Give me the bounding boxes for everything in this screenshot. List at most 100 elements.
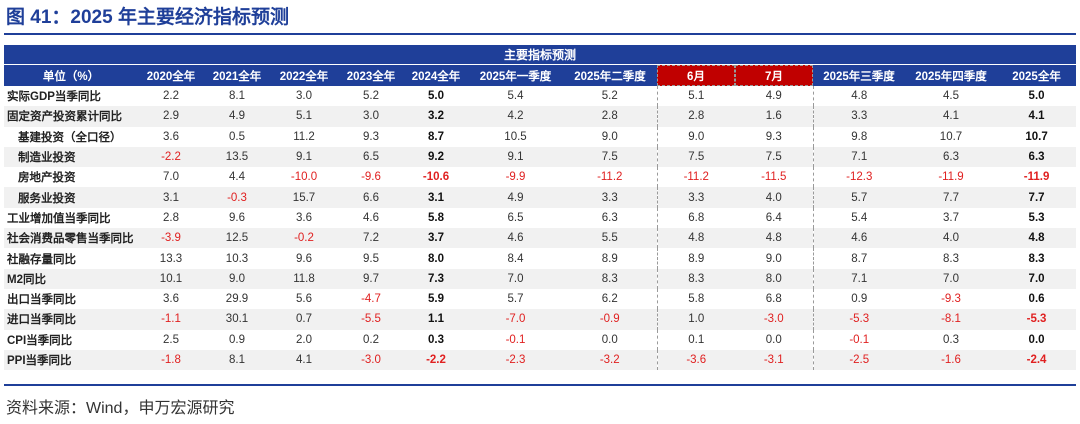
value-cell: 5.7 bbox=[468, 288, 563, 310]
column-header: 2025年一季度 bbox=[468, 64, 563, 86]
table-row: PPI当季同比 -1.8 8.1 4.1 -3.0 -2.2 -2.3 -3.2 -3.6 -3.… bbox=[4, 349, 1077, 371]
value-cell: 5.5 bbox=[563, 228, 657, 249]
column-header: 7月 bbox=[735, 64, 813, 86]
value-cell: 6.3 bbox=[997, 146, 1077, 168]
value-cell: 2.5 bbox=[138, 329, 204, 350]
value-cell: 10.5 bbox=[468, 126, 563, 147]
value-cell: 3.3 bbox=[563, 187, 657, 208]
value-cell: 5.2 bbox=[563, 86, 657, 107]
value-cell: 4.6 bbox=[338, 207, 404, 229]
value-cell: 6.3 bbox=[905, 146, 997, 168]
value-cell: -1.1 bbox=[138, 309, 204, 330]
title-rule bbox=[4, 33, 1076, 35]
column-header: 2024全年 bbox=[404, 64, 468, 86]
value-cell: 8.1 bbox=[204, 86, 270, 107]
value-cell: 4.6 bbox=[813, 228, 905, 249]
row-label: 出口当季同比 bbox=[4, 288, 138, 310]
value-cell: -11.9 bbox=[905, 167, 997, 188]
value-cell: 7.0 bbox=[997, 268, 1077, 289]
value-cell: 7.7 bbox=[997, 187, 1077, 208]
value-cell: 3.0 bbox=[338, 106, 404, 127]
column-header: 2025年二季度 bbox=[563, 64, 657, 86]
value-cell: 0.0 bbox=[563, 329, 657, 350]
value-cell: 5.2 bbox=[338, 86, 404, 107]
value-cell: 3.6 bbox=[138, 126, 204, 147]
value-cell: -2.3 bbox=[468, 349, 563, 371]
table-row: 房地产投资 7.0 4.4 -10.0 -9.6 -10.6 -9.9 -11.2 -11.2-… bbox=[4, 167, 1077, 188]
table-row: 服务业投资 3.1 -0.3 15.7 6.6 3.1 4.9 3.3 3.3 4.0 5.7 7.7… bbox=[4, 187, 1077, 208]
value-cell: -12.3 bbox=[813, 167, 905, 188]
value-cell: 9.6 bbox=[204, 207, 270, 229]
value-cell: 7.7 bbox=[905, 187, 997, 208]
value-cell: -3.0 bbox=[338, 349, 404, 371]
value-cell: 1.1 bbox=[404, 309, 468, 330]
table-row: 固定资产投资累计同比 2.9 4.9 5.1 3.0 3.2 4.2 2.8 2.8 1.6 3.3… bbox=[4, 106, 1077, 127]
value-cell: 2.0 bbox=[270, 329, 338, 350]
value-cell: 5.0 bbox=[404, 86, 468, 107]
table-row: 基建投资（全口径） 3.6 0.5 11.2 9.3 8.7 10.5 9.0 9.0 9.3 9.… bbox=[4, 126, 1077, 147]
value-cell: -7.0 bbox=[468, 309, 563, 330]
row-label: 社会消费品零售当季同比 bbox=[4, 228, 138, 249]
value-cell: -2.2 bbox=[404, 349, 468, 371]
value-cell: -11.5 bbox=[735, 167, 814, 188]
value-cell: 7.3 bbox=[404, 268, 468, 289]
value-cell: 13.3 bbox=[138, 248, 204, 269]
row-label: 房地产投资 bbox=[4, 167, 138, 188]
value-cell: -3.6 bbox=[656, 349, 735, 371]
value-cell: -0.3 bbox=[204, 187, 270, 208]
value-cell: -9.6 bbox=[338, 167, 404, 188]
value-cell: 8.3 bbox=[905, 248, 997, 269]
value-cell: 5.8 bbox=[404, 207, 468, 229]
value-cell: 9.5 bbox=[338, 248, 404, 269]
value-cell: 0.3 bbox=[404, 329, 468, 350]
figure-title: 图 41：2025 年主要经济指标预测 bbox=[6, 7, 289, 28]
value-cell: -0.2 bbox=[270, 228, 338, 249]
value-cell: 10.1 bbox=[138, 268, 204, 289]
value-cell: -0.1 bbox=[813, 329, 905, 350]
value-cell: 0.0 bbox=[997, 329, 1077, 350]
value-cell: 7.1 bbox=[813, 268, 905, 289]
value-cell: 4.9 bbox=[204, 106, 270, 127]
value-cell: 0.1 bbox=[656, 329, 735, 350]
forecast-table-wrapper: 主要指标预测 单位（%） 2020全年 2021全年 2022全年 2023全年 2024… bbox=[4, 45, 1077, 371]
value-cell: 5.3 bbox=[997, 207, 1077, 229]
value-cell: 10.7 bbox=[997, 126, 1077, 147]
value-cell: 4.9 bbox=[468, 187, 563, 208]
table-row: 实际GDP当季同比 2.2 8.1 3.0 5.2 5.0 5.4 5.2 5.1 4.9 4.8 4… bbox=[4, 86, 1077, 107]
value-cell: -3.1 bbox=[735, 349, 814, 371]
row-label: PPI当季同比 bbox=[4, 349, 138, 371]
table-row: 出口当季同比 3.6 29.9 5.6 -4.7 5.9 5.7 6.2 5.8 6.8 0.9 -9… bbox=[4, 288, 1077, 310]
value-cell: 4.0 bbox=[905, 228, 997, 249]
column-header: 2021全年 bbox=[204, 64, 270, 86]
value-cell: 9.0 bbox=[656, 126, 735, 147]
value-cell: -3.0 bbox=[735, 309, 814, 330]
row-label: 进口当季同比 bbox=[4, 309, 138, 330]
value-cell: 2.2 bbox=[138, 86, 204, 107]
value-cell: 3.7 bbox=[905, 207, 997, 229]
value-cell: 2.8 bbox=[138, 207, 204, 229]
value-cell: 4.2 bbox=[468, 106, 563, 127]
value-cell: 0.7 bbox=[270, 309, 338, 330]
value-cell: -1.8 bbox=[138, 349, 204, 371]
value-cell: 9.6 bbox=[270, 248, 338, 269]
value-cell: 7.2 bbox=[338, 228, 404, 249]
row-label: 服务业投资 bbox=[4, 187, 138, 208]
value-cell: 3.1 bbox=[138, 187, 204, 208]
value-cell: 6.6 bbox=[338, 187, 404, 208]
value-cell: 0.2 bbox=[338, 329, 404, 350]
value-cell: -5.5 bbox=[338, 309, 404, 330]
row-label: 社融存量同比 bbox=[4, 248, 138, 269]
value-cell: 9.0 bbox=[563, 126, 657, 147]
value-cell: 7.1 bbox=[813, 146, 905, 168]
value-cell: 7.5 bbox=[656, 146, 735, 168]
value-cell: 9.8 bbox=[813, 126, 905, 147]
value-cell: -0.1 bbox=[468, 329, 563, 350]
table-row: CPI当季同比 2.5 0.9 2.0 0.2 0.3 -0.1 0.0 0.1 0.0 -0.1 0… bbox=[4, 329, 1077, 350]
value-cell: 4.1 bbox=[997, 106, 1077, 127]
value-cell: 4.6 bbox=[468, 228, 563, 249]
value-cell: -11.2 bbox=[563, 167, 657, 188]
value-cell: 0.0 bbox=[735, 329, 814, 350]
value-cell: 6.5 bbox=[338, 146, 404, 168]
source-note: 资料来源：Wind，申万宏源研究 bbox=[6, 400, 235, 417]
value-cell: 9.0 bbox=[204, 268, 270, 289]
